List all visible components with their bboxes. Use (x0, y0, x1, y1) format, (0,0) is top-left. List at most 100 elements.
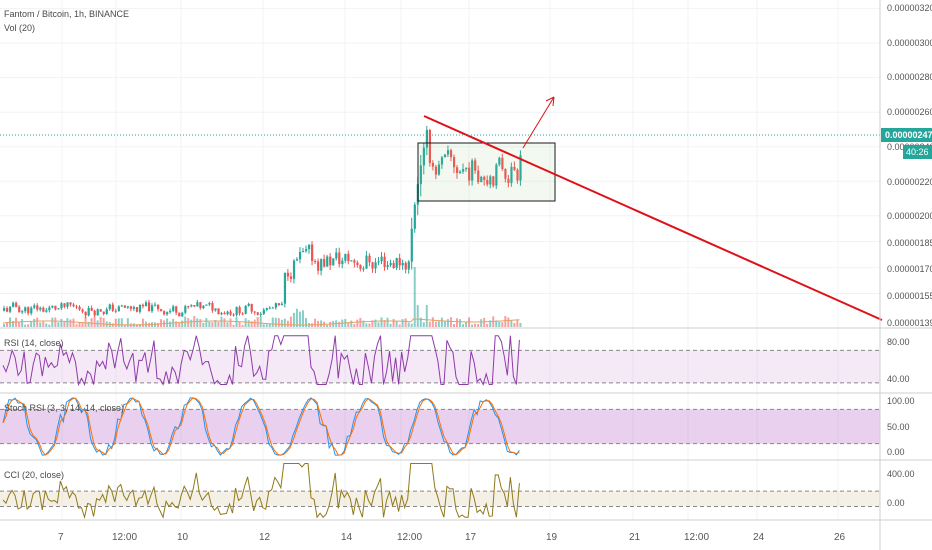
volume-bar (48, 324, 51, 327)
candle-body (247, 303, 250, 306)
volume-bar (238, 321, 241, 327)
volume-bar (72, 318, 75, 327)
stoch-axis: 100.00 50.00 0.00 (887, 396, 915, 457)
stoch-tick: 50.00 (887, 422, 910, 432)
candle-body (504, 168, 507, 179)
candle-body (30, 307, 33, 314)
volume-bar (247, 320, 250, 327)
time-tick: 12:00 (684, 532, 709, 543)
candle-body (226, 311, 229, 315)
volume-bar (24, 324, 27, 327)
candle-body (474, 160, 477, 171)
volume-bar (389, 323, 392, 327)
volume-bar (365, 323, 368, 327)
price-tick: 0.00000155 (887, 291, 932, 301)
candle-body (39, 307, 42, 310)
volume-bar (277, 318, 280, 327)
volume-bar (229, 318, 232, 327)
candle-body (163, 311, 166, 315)
candle-body (359, 264, 362, 269)
volume-bar (474, 323, 477, 327)
volume-bar (407, 322, 410, 327)
volume-bar (187, 318, 190, 327)
stoch-k-line (2, 397, 520, 456)
volume-bar (102, 317, 105, 327)
candle-body (280, 303, 284, 306)
candle-body (510, 166, 513, 184)
volume-bar (413, 267, 416, 327)
candle-body (268, 307, 271, 309)
candle-body (298, 252, 302, 260)
candle-body (75, 306, 78, 308)
candle-body (199, 302, 202, 309)
stoch-tick: 100.00 (887, 396, 915, 406)
volume-bar (516, 319, 519, 327)
candle-body (335, 252, 338, 259)
candle-body (519, 155, 522, 181)
price-tick: 0.00000200 (887, 211, 932, 221)
descending-trendline[interactable] (423, 115, 883, 321)
volume-bar (244, 318, 247, 327)
volume-bar (419, 317, 422, 327)
volume-bar (157, 322, 160, 327)
time-axis[interactable]: 7 12:00 10 12 14 12:00 17 19 21 12:00 24… (58, 532, 846, 543)
volume-bar (274, 317, 277, 327)
volume-bar (12, 320, 15, 327)
candle-body (398, 258, 401, 266)
candle-body (24, 307, 27, 312)
candle-body (483, 176, 486, 180)
volume-bar (160, 319, 163, 327)
candle-body (250, 303, 253, 312)
candle-body (422, 147, 425, 166)
volume-bar (326, 324, 329, 327)
volume-bar (404, 318, 407, 327)
volume-bar (223, 318, 226, 327)
projection-arrow-line[interactable] (522, 96, 555, 149)
candle-body (301, 250, 305, 253)
volume-bar (138, 323, 141, 327)
volume-bar (268, 323, 271, 327)
candle-body (217, 308, 220, 315)
candle-body (102, 311, 105, 314)
candlesticks (3, 125, 522, 318)
candle-body (480, 176, 483, 183)
volume-bar (42, 321, 45, 327)
candle-body (138, 304, 142, 312)
volume-bar (513, 322, 516, 327)
candle-body (419, 165, 422, 185)
candle-body (105, 309, 108, 314)
candle-body (229, 311, 232, 315)
volume-bar (21, 319, 24, 327)
candle-body (413, 204, 416, 229)
time-tick: 26 (834, 532, 846, 543)
candle-body (401, 262, 404, 266)
volume-bar (169, 321, 172, 327)
volume-bar (57, 322, 60, 327)
candle-body (365, 255, 368, 269)
volume-bar (90, 318, 93, 327)
candle-body (434, 166, 438, 175)
candle-body (350, 260, 353, 262)
candle-body (238, 307, 241, 314)
volume-bar (292, 312, 295, 327)
volume-label: Vol (20) (4, 23, 35, 33)
candle-body (395, 258, 398, 268)
price-tick: 0.00000320 (887, 3, 932, 13)
candle-body (410, 228, 413, 262)
price-axis[interactable]: 0.00000320 0.00000300 0.00000280 0.00000… (881, 3, 932, 328)
candle-body (232, 314, 235, 316)
candle-body (498, 157, 501, 165)
grid-layer (0, 0, 880, 520)
volume-bar (114, 318, 117, 327)
candle-body (277, 303, 281, 306)
candle-body (262, 309, 265, 314)
candle-body (308, 244, 311, 250)
candle-body (63, 303, 66, 307)
range-box[interactable] (417, 142, 556, 202)
candle-body (329, 256, 332, 266)
volume-bar (265, 324, 268, 327)
candle-body (462, 169, 465, 172)
candle-body (57, 308, 60, 310)
candle-body (132, 307, 136, 309)
